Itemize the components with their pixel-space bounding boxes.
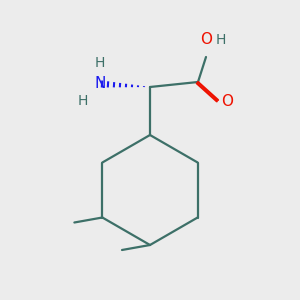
Text: H: H (95, 56, 105, 70)
Text: O: O (200, 32, 212, 47)
Text: O: O (221, 94, 233, 110)
Text: N: N (94, 76, 106, 92)
Text: H: H (78, 94, 88, 108)
Text: H: H (216, 33, 226, 47)
